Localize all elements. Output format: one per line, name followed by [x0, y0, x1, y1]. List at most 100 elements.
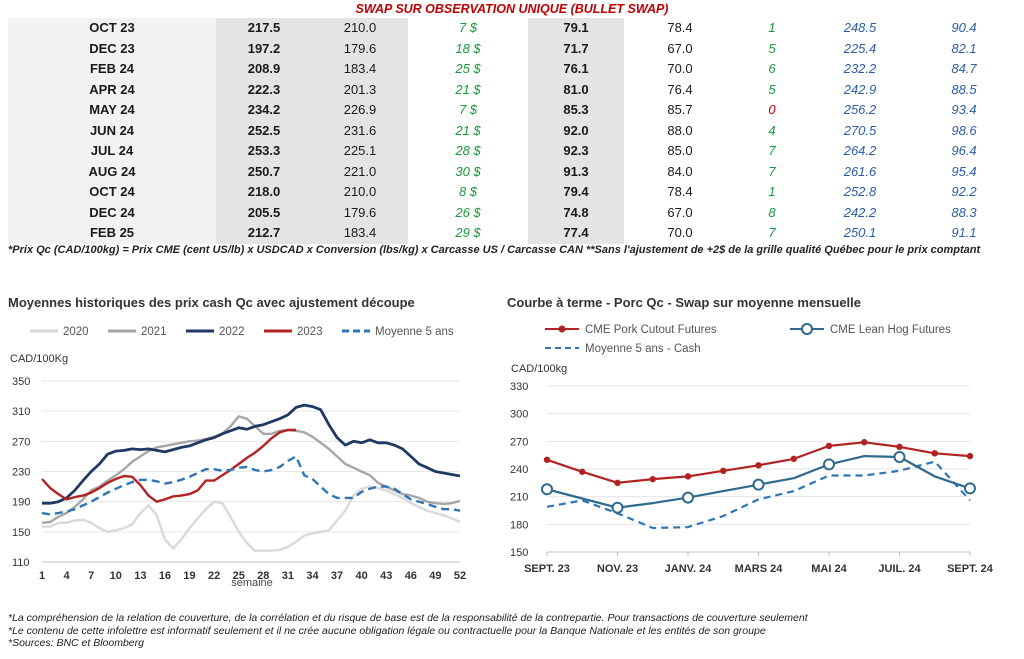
- table-cell-c7: 270.5: [843, 122, 877, 138]
- table-row: JUL 24 253.3 225.1 28 $ 92.3 85.0 7 264.2 96.4: [8, 141, 1016, 162]
- x-tick-label: 46: [405, 570, 417, 582]
- x-tick-label: 13: [134, 570, 146, 582]
- table-cell-c1: 252.5: [216, 120, 312, 141]
- table-cell-c3: 21 $: [455, 122, 481, 138]
- x-tick-label: 28: [257, 570, 269, 582]
- table-cell-c5: 85.0: [667, 143, 693, 158]
- table-cell-c4: 92.0: [528, 120, 624, 141]
- data-point: [964, 482, 976, 495]
- table-banner: SWAP SUR OBSERVATION UNIQUE (BULLET SWAP…: [355, 2, 669, 16]
- x-tick-label: 49: [429, 570, 441, 582]
- table-cell-month: APR 24: [8, 79, 216, 100]
- x-tick-label: 4: [64, 570, 71, 582]
- swap-table: OCT 23 217.5 210.0 7 $79.1 78.4 1 248.5 90.4 DEC…: [8, 18, 1016, 244]
- table-cell-c2: 226.9: [312, 100, 408, 121]
- table-cell-c6: 1: [768, 184, 776, 199]
- table-cell-c3: 26 $: [455, 204, 481, 220]
- data-point: [755, 462, 762, 469]
- data-point: [752, 478, 765, 491]
- x-tick-label: JUIL. 24: [878, 563, 921, 575]
- table-cell-c3: 28 $: [455, 143, 481, 158]
- table-cell-c4: 79.4: [528, 182, 624, 203]
- x-tick-label: 19: [183, 570, 195, 582]
- table-row: OCT 23 217.5 210.0 7 $ 79.1 78.4 1 248.5 90.4: [8, 18, 1016, 39]
- legend-label: CME Lean Hog Futures: [830, 324, 951, 336]
- table-cell-c3: 21 $: [455, 81, 481, 97]
- table-cell-c4: 71.7: [528, 38, 624, 59]
- data-point: [931, 450, 938, 457]
- table-cell-c4: 79.1: [528, 18, 624, 39]
- data-point: [684, 473, 692, 480]
- table-cell-c6: 7: [768, 225, 776, 240]
- data-point: [720, 467, 727, 475]
- table-cell-c8: 92.2: [951, 184, 977, 199]
- table-cell-month: DEC 23: [8, 38, 216, 59]
- data-point: [541, 483, 553, 496]
- footnote-2: *Le contenu de cette infolettre est info…: [8, 624, 766, 637]
- x-tick-label: 10: [110, 570, 122, 582]
- table-cell-c1: 212.7: [216, 223, 312, 244]
- price-formula-note: *Prix Qc (CAD/100kg) = Prix CME (cent US…: [8, 244, 981, 256]
- table-cell-c4: 92.3: [528, 141, 624, 162]
- x-tick-label: 25: [233, 570, 245, 582]
- table-cell-c7: 250.1: [843, 225, 877, 240]
- table-cell-c8: 98.6: [951, 122, 977, 138]
- table-cell-c3: 30 $: [455, 163, 481, 179]
- x-tick-label: SEPT. 24: [947, 563, 994, 575]
- legend-label: 2022: [219, 326, 245, 338]
- table-cell-c7: 261.6: [843, 163, 877, 179]
- x-tick-label: 37: [331, 570, 343, 582]
- table-cell-c7: 252.8: [843, 184, 877, 199]
- data-point: [790, 455, 797, 463]
- data-point: [825, 442, 833, 450]
- x-tick-label: 34: [306, 570, 319, 582]
- data-point: [861, 439, 868, 446]
- table-cell-c4: 76.1: [528, 59, 624, 80]
- legend-marker: [558, 325, 566, 333]
- y-tick-label: 240: [510, 464, 528, 476]
- table-cell-c6: 5: [768, 40, 776, 56]
- table-cell-c2: 225.1: [312, 141, 408, 162]
- table-cell-c1: 253.3: [216, 141, 312, 162]
- x-tick-label: 22: [208, 570, 220, 582]
- table-cell-c5: 76.4: [667, 81, 693, 97]
- x-tick-label: NOV. 23: [597, 563, 638, 575]
- table-row: JUN 24 252.5 231.6 21 $ 92.0 88.0 4 270.5 98.6: [8, 120, 1016, 141]
- table-cell-month: JUN 24: [8, 120, 216, 141]
- legend-label: 2020: [63, 326, 89, 338]
- table-cell-c8: 82.1: [951, 40, 977, 56]
- table-cell-c7: 232.2: [843, 61, 877, 76]
- table-cell-c1: 218.0: [216, 182, 312, 203]
- data-point: [579, 468, 586, 475]
- table-cell-c6: 1: [768, 20, 776, 35]
- table-cell-c2: 210.0: [312, 182, 408, 203]
- y-axis-label: CAD/100kg: [511, 363, 567, 375]
- x-tick-label: 16: [159, 570, 171, 582]
- table-cell-c4: 74.8: [528, 202, 624, 223]
- x-tick-label: SEPT. 23: [524, 563, 570, 575]
- x-tick-label: 31: [282, 570, 294, 582]
- table-cell-c5: 85.7: [667, 102, 693, 117]
- y-tick-label: 150: [510, 547, 528, 559]
- series-line-2022: [42, 403, 461, 505]
- y-axis-label: CAD/100Kg: [10, 353, 68, 365]
- table-cell-c1: 217.5: [216, 18, 312, 39]
- data-point: [611, 501, 624, 514]
- x-axis-label: semaine: [231, 577, 273, 589]
- data-point: [896, 443, 903, 451]
- right-chart-title: Courbe à terme - Porc Qc - Swap sur moye…: [507, 295, 861, 310]
- table-cell-c2: 221.0: [312, 161, 408, 182]
- table-cell-c6: 7: [768, 143, 776, 158]
- table-cell-c6: 4: [768, 122, 776, 138]
- y-tick-label: 350: [12, 376, 30, 388]
- table-row: AUG 24 250.7 221.0 30 $ 91.3 84.0 7 261.6 95.4: [8, 161, 1016, 182]
- left-chart-title: Moyennes historiques des prix cash Qc av…: [8, 295, 415, 310]
- table-cell-month: MAY 24: [8, 100, 216, 121]
- table-cell-c6: 7: [768, 163, 776, 179]
- legend-label: Moyenne 5 ans: [375, 326, 454, 338]
- table-cell-c6: 5: [768, 81, 776, 97]
- table-cell-c1: 208.9: [216, 59, 312, 80]
- table-cell-c1: 250.7: [216, 161, 312, 182]
- table-cell-c2: 179.6: [312, 202, 408, 223]
- series-line-2021: [41, 415, 461, 524]
